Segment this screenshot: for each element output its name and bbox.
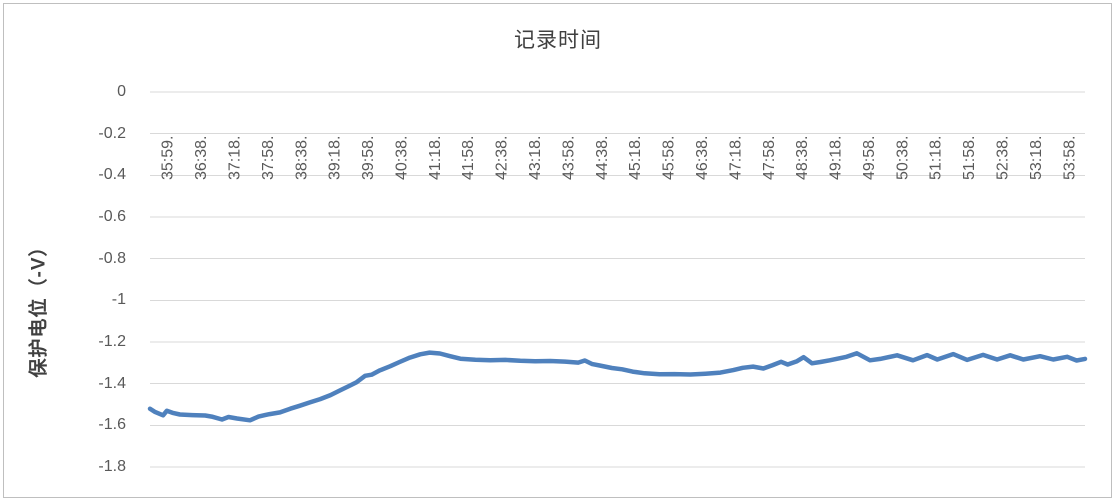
x-tick-label: 39:18. (327, 136, 344, 180)
x-tick-label: 51:58. (961, 136, 978, 180)
x-tick-label: 41:58. (460, 136, 477, 180)
chart-title: 记录时间 (514, 29, 602, 52)
y-tick-label: -1 (111, 291, 126, 309)
x-tick-label: 38:38. (293, 136, 310, 180)
x-tick-label: 47:58. (761, 136, 778, 180)
series-line (147, 350, 1088, 423)
x-tick-label: 47:18. (727, 136, 744, 180)
x-tick-label: 52:38. (995, 136, 1012, 180)
x-tick-label: 49:18. (828, 136, 845, 180)
y-tick-label: -1.4 (98, 374, 126, 392)
x-tick-label: 51:18. (928, 136, 945, 180)
x-tick-label: 48:38. (794, 136, 811, 180)
y-tick-label: -0.4 (98, 166, 126, 184)
x-tick-label: 53:18. (1028, 136, 1045, 180)
y-tick-label: -0.8 (98, 249, 126, 267)
y-axis-tick-labels: 0 -0.2 -0.4 -0.6 -0.8 -1 -1.2 -1.4 -1.6 -1.8 (0, 0, 126, 502)
y-tick-label: -0.2 (98, 124, 126, 142)
x-tick-label: 35:59. (160, 136, 177, 180)
x-tick-label: 50:38. (894, 136, 911, 180)
y-tick-label: -1.6 (98, 416, 126, 434)
x-tick-label: 40:38. (393, 136, 410, 180)
y-tick-label: -1.2 (98, 333, 126, 350)
x-tick-label: 49:58. (861, 136, 878, 180)
x-tick-label: 46:38. (694, 136, 711, 180)
x-tick-label: 43:58. (560, 136, 577, 180)
x-tick-label: 36:38. (193, 136, 210, 180)
y-tick-label: 0 (117, 83, 126, 100)
x-tick-label: 37:18. (226, 136, 243, 180)
x-tick-label: 42:38. (494, 136, 511, 180)
x-tick-label: 41:18. (427, 136, 444, 180)
plot-area: 35:59. 36:38. 37:18. 37:58. 38:38. 39:18. 39:5… (147, 91, 1088, 468)
y-tick-label: -0.6 (98, 208, 126, 225)
x-tick-label: 39:58. (360, 136, 377, 180)
x-tick-label: 43:18. (527, 136, 544, 180)
x-tick-label: 45:58. (661, 136, 678, 180)
x-tick-label: 37:58. (260, 136, 277, 180)
y-tick-label: -1.8 (98, 458, 126, 475)
x-tick-label: 44:38. (594, 136, 611, 180)
x-tick-label: 45:18. (627, 136, 644, 180)
x-tick-label: 53:58. (1061, 136, 1078, 180)
